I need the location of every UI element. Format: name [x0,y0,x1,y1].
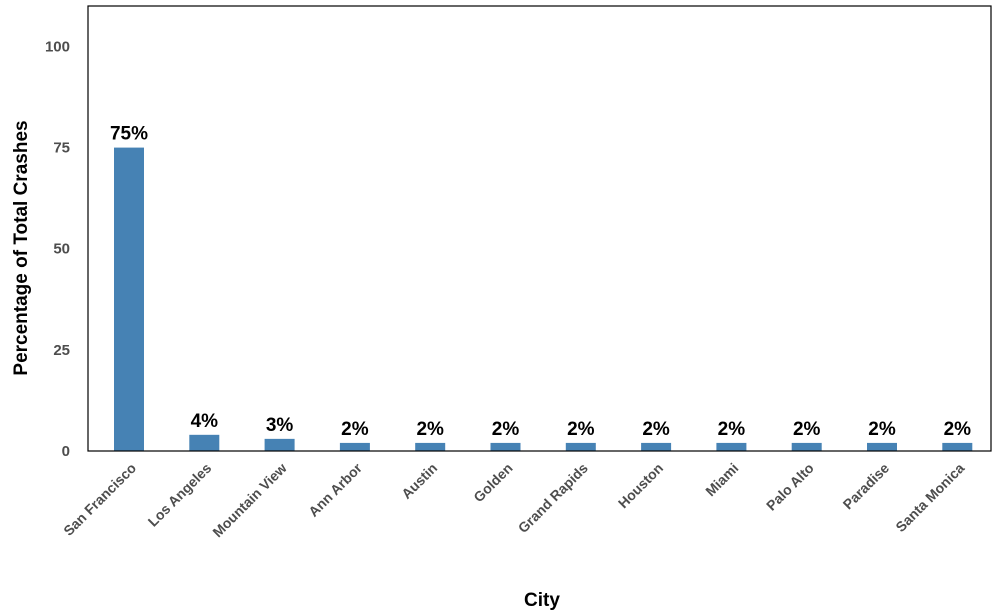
x-tick-label-miami: Miami [702,460,741,499]
y-tick-label-0: 0 [62,443,70,460]
data-label-miami: 2% [718,419,746,440]
bar-santa-monica [942,442,973,451]
x-tick-label-houston: Houston [615,460,666,511]
y-tick-label-100: 100 [45,38,70,55]
x-tick-label-grand-rapids: Grand Rapids [515,460,591,536]
x-tick-label-santa-monica: Santa Monica [892,460,967,535]
x-tick-label-palo-alto: Palo Alto [763,460,817,514]
data-label-grand-rapids: 2% [567,419,595,440]
y-tick-label-75: 75 [53,140,70,157]
data-label-houston: 2% [642,419,670,440]
bar-golden [490,442,521,451]
bar-houston [641,442,672,451]
y-axis-ticks: 0 25 50 75 100 [45,38,70,460]
plot-panel-border [87,5,992,452]
x-tick-label-mountain-view: Mountain View [209,460,290,541]
bar-miami [716,442,747,451]
y-tick-label-50: 50 [53,241,70,258]
data-label-san-francisco: 75% [110,124,148,145]
bar-paradise [867,442,897,451]
data-label-los-angeles: 4% [191,411,219,432]
x-tick-label-austin: Austin [398,460,440,502]
data-label-golden: 2% [492,419,520,440]
bar-austin [415,442,446,451]
data-label-palo-alto: 2% [793,419,821,440]
x-tick-label-san-francisco: San Francisco [60,460,139,539]
bar-mountain-view [264,438,295,451]
bar-ann-arbor [339,442,370,451]
data-labels-group: 75% 4% 3% 2% 2% 2% 2% 2% 2% 2% 2% 2% [110,124,971,440]
data-label-ann-arbor: 2% [341,419,369,440]
bar-san-francisco [114,147,144,451]
data-label-mountain-view: 3% [266,415,294,436]
x-tick-label-paradise: Paradise [840,460,893,513]
bars-group [114,147,973,451]
x-tick-label-ann-arbor: Ann Arbor [305,459,365,519]
y-tick-label-25: 25 [53,342,70,359]
bar-grand-rapids [565,442,596,451]
x-tick-label-golden: Golden [470,460,515,505]
x-axis-title: City [524,590,560,611]
data-label-austin: 2% [416,419,444,440]
y-axis-title: Percentage of Total Crashes [11,120,32,375]
bar-palo-alto [791,442,822,451]
data-label-santa-monica: 2% [944,419,972,440]
x-tick-label-los-angeles: Los Angeles [145,460,215,530]
data-label-paradise: 2% [868,419,896,440]
bar-los-angeles [189,434,220,451]
